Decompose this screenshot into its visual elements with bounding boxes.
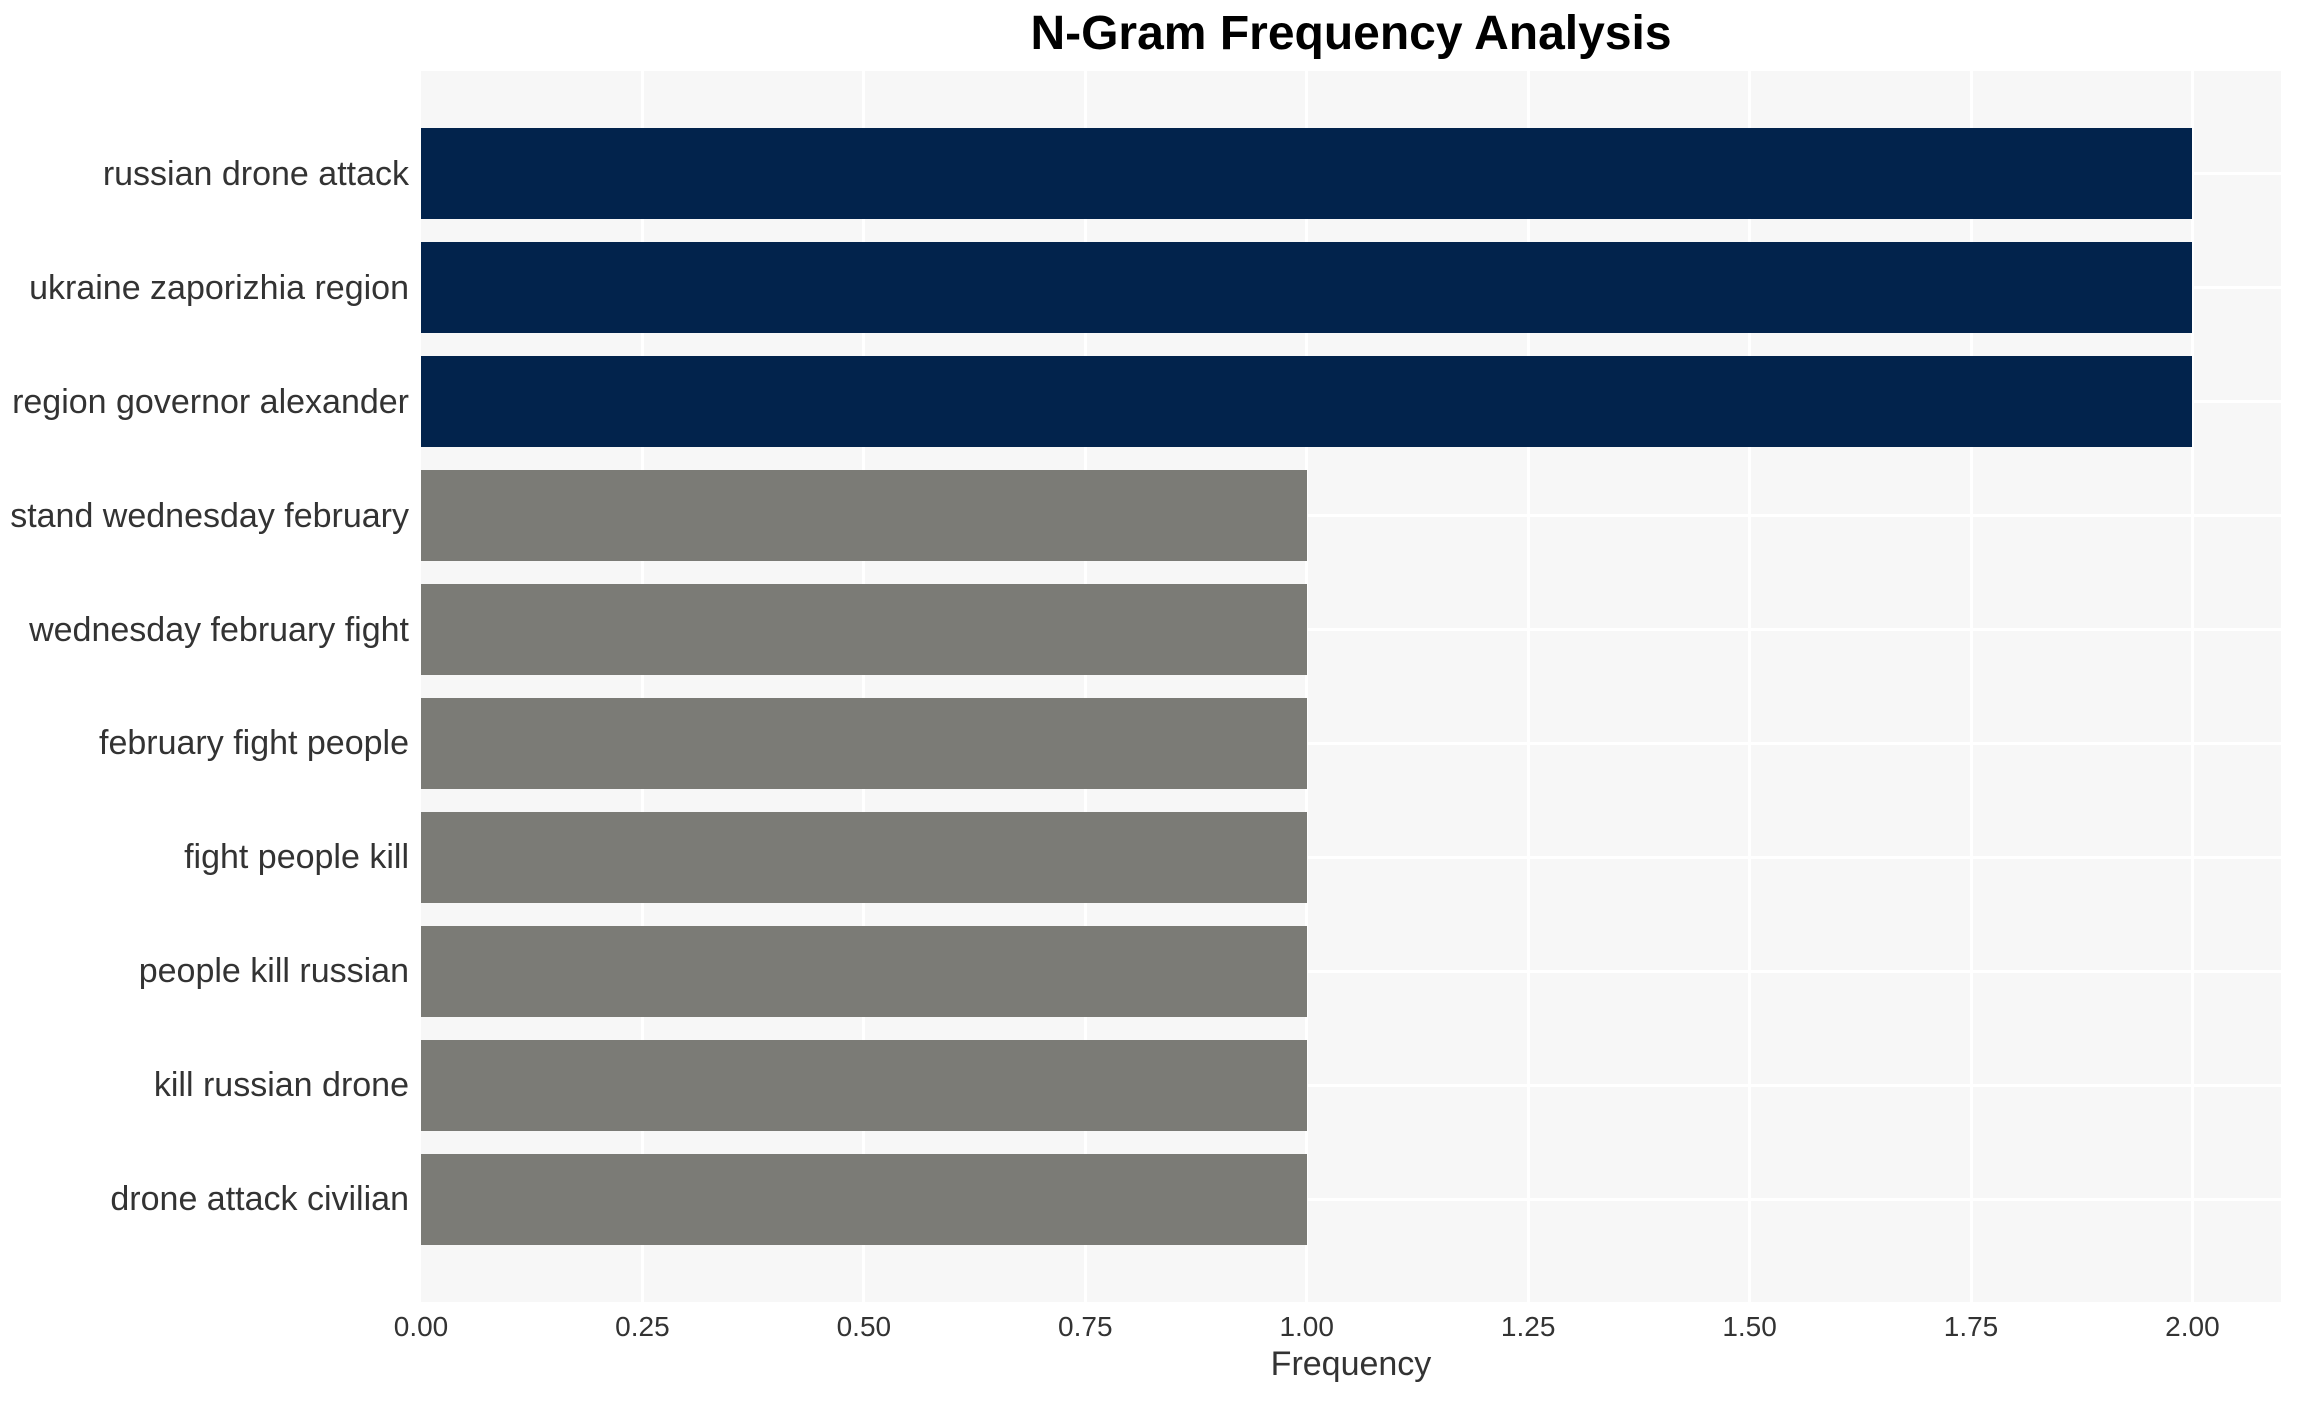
bar	[421, 469, 1307, 562]
bar	[421, 925, 1307, 1018]
v-gridline	[1748, 71, 1752, 1302]
y-tick-label: february fight people	[99, 724, 409, 763]
y-tick-label: kill russian drone	[153, 1066, 409, 1105]
y-tick-label: stand wednesday february	[10, 496, 409, 535]
v-gridline	[1526, 71, 1530, 1302]
plot-area	[421, 71, 2281, 1302]
v-gridline	[862, 71, 866, 1302]
h-gridline	[421, 514, 2281, 518]
x-tick-label: 1.75	[1943, 1311, 1999, 1342]
x-tick-label: 2.00	[2165, 1311, 2220, 1342]
h-gridline	[421, 1197, 2281, 1201]
bar	[421, 697, 1307, 790]
y-tick-label: people kill russian	[138, 952, 409, 991]
h-gridline	[421, 1083, 2281, 1087]
y-tick-label: ukraine zaporizhia region	[29, 268, 409, 307]
h-gridline	[421, 741, 2281, 745]
bar	[421, 355, 2193, 448]
y-tick-label: fight people kill	[184, 838, 409, 877]
x-tick-label: 0.75	[1058, 1311, 1113, 1342]
x-axis-label: Frequency	[1270, 1345, 1432, 1383]
y-tick-label: wednesday february fight	[29, 610, 409, 649]
y-tick-label: drone attack civilian	[110, 1180, 409, 1219]
bar	[421, 583, 1307, 676]
bar	[421, 1153, 1307, 1245]
x-tick-label: 1.25	[1500, 1311, 1556, 1342]
y-axis-labels: russian drone attack ukraine zaporizhia r…	[0, 0, 409, 1402]
bar	[421, 1039, 1307, 1131]
x-tick-label: 1.50	[1722, 1311, 1777, 1342]
bar	[421, 241, 2193, 334]
x-tick-label: 0.25	[615, 1311, 670, 1342]
h-gridline	[421, 855, 2281, 859]
y-tick-label: russian drone attack	[102, 154, 409, 193]
y-tick-label: region governor alexander	[12, 382, 409, 421]
v-gridline	[1305, 71, 1309, 1302]
h-gridline	[421, 969, 2281, 973]
x-tick-label: 0.50	[836, 1311, 892, 1342]
h-gridline	[421, 628, 2281, 631]
x-tick-label: 1.00	[1279, 1311, 1334, 1342]
v-gridline	[640, 71, 644, 1302]
v-gridline	[1083, 71, 1087, 1302]
bar	[421, 811, 1307, 904]
v-gridline	[2190, 71, 2194, 1302]
v-gridline	[1969, 71, 1973, 1302]
chart-title: N-Gram Frequency Analysis	[1030, 7, 1672, 60]
bar	[421, 127, 2193, 220]
